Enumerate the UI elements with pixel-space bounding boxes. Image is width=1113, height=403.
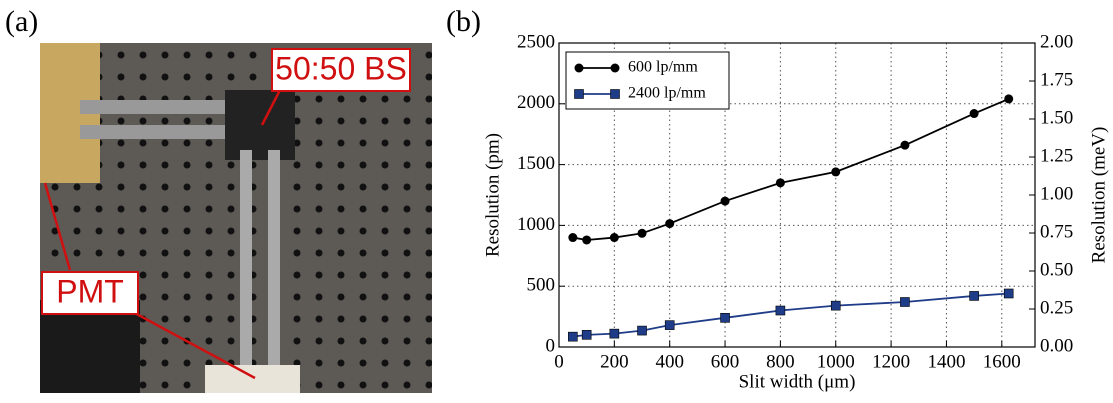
y-tick-label: 1000 — [517, 214, 555, 235]
marker — [609, 328, 620, 339]
panel-label: (a) — [5, 5, 38, 38]
x-axis-label: Slit width (μm) — [739, 371, 856, 392]
marker — [720, 196, 730, 206]
marker — [900, 140, 910, 150]
marker — [610, 89, 620, 99]
x-tick-label: 400 — [655, 351, 684, 372]
y2-tick-label: 1.00 — [1040, 183, 1073, 204]
marker — [831, 167, 841, 177]
series-line — [572, 98, 1010, 241]
x-tick-label: 0 — [554, 351, 564, 372]
legend-label: 600 lp/mm — [628, 59, 698, 76]
marker — [568, 233, 578, 243]
x-tick-label: 1000 — [817, 351, 855, 372]
marker — [637, 228, 647, 238]
marker — [969, 291, 979, 301]
photo: 50:50 BS PMT — [40, 43, 432, 393]
marker — [609, 233, 619, 243]
x-tick-label: 1200 — [872, 351, 910, 372]
y2-tick-label: 1.25 — [1040, 145, 1073, 166]
y2-tick-label: 0.50 — [1040, 259, 1073, 280]
marker — [1003, 288, 1014, 299]
y-axis-label: Resolution (pm) — [482, 133, 503, 257]
marker — [665, 219, 675, 229]
x-tick-label: 200 — [600, 351, 629, 372]
y2-axis-label: Resolution (meV) — [1088, 127, 1109, 264]
legend-label: 2400 lp/mm — [628, 85, 706, 102]
marker — [637, 325, 647, 336]
marker — [775, 178, 785, 188]
y-tick-label: 500 — [527, 275, 556, 296]
panel-label: (b) — [446, 5, 481, 38]
marker — [664, 320, 675, 330]
y-tick-label: 1500 — [517, 153, 555, 174]
y2-tick-label: 2.00 — [1040, 31, 1073, 52]
x-tick-label: 1600 — [983, 351, 1021, 372]
x-tick-label: 1400 — [927, 351, 965, 372]
y2-tick-label: 0.00 — [1040, 335, 1073, 356]
marker — [568, 331, 578, 342]
marker — [582, 235, 592, 245]
y2-tick-label: 1.50 — [1040, 107, 1073, 128]
marker — [574, 63, 584, 73]
marker — [830, 300, 841, 311]
marker — [610, 63, 620, 73]
plot-frame — [558, 42, 1036, 348]
legend-box — [565, 51, 730, 110]
y2-tick-label: 1.75 — [1040, 69, 1073, 90]
marker — [775, 305, 786, 316]
marker — [1004, 94, 1014, 104]
x-tick-label: 600 — [711, 351, 740, 372]
photo-label: PMT — [56, 273, 124, 309]
marker — [581, 330, 592, 340]
y2-tick-label: 0.25 — [1040, 297, 1073, 318]
y-tick-label: 2500 — [517, 31, 555, 52]
marker — [900, 297, 910, 307]
y-tick-label: 2000 — [517, 92, 555, 113]
photo-label: 50:50 BS — [275, 50, 407, 86]
marker — [969, 109, 979, 119]
y2-tick-label: 0.75 — [1040, 221, 1073, 242]
marker — [574, 89, 584, 99]
y-tick-label: 0 — [546, 335, 556, 356]
x-tick-label: 800 — [766, 351, 795, 372]
marker — [720, 313, 730, 323]
